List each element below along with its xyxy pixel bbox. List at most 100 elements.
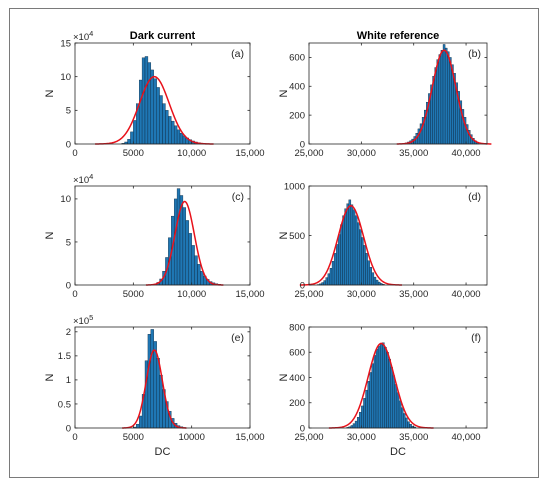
figure-frame bbox=[9, 8, 539, 478]
histogram-bar bbox=[344, 208, 347, 286]
histogram-bar bbox=[403, 413, 406, 429]
histogram-bar bbox=[392, 375, 396, 429]
histogram-bar bbox=[130, 131, 134, 145]
normal-fit-curve bbox=[95, 75, 214, 145]
histogram-bar bbox=[386, 352, 389, 429]
y-axis-label: N bbox=[278, 373, 290, 381]
histogram-bar bbox=[442, 44, 446, 145]
y-tick-label: 10 bbox=[60, 194, 71, 205]
histogram-bar bbox=[363, 398, 366, 429]
histogram-bar bbox=[382, 342, 385, 429]
histogram-bar bbox=[348, 199, 352, 286]
x-tick-label: 0 bbox=[72, 148, 77, 159]
histogram-bar bbox=[359, 229, 362, 286]
x-tick-label: 0 bbox=[72, 289, 77, 300]
histogram-bar bbox=[153, 341, 157, 429]
y-axis-label: N bbox=[278, 89, 290, 97]
x-tick-label: 15,000 bbox=[235, 432, 264, 443]
x-tick-label: 25,000 bbox=[294, 432, 323, 443]
x-tick-label: 0 bbox=[72, 432, 77, 443]
histogram-bar bbox=[375, 348, 379, 429]
y-exponent-label: ×104 bbox=[73, 29, 93, 43]
subplot-letter-label: (c) bbox=[232, 191, 244, 203]
y-tick-label: 15 bbox=[60, 38, 71, 49]
x-tick-label: 30,000 bbox=[347, 289, 376, 300]
histogram-bar bbox=[407, 421, 410, 429]
x-tick-label: 30,000 bbox=[347, 432, 376, 443]
subplot-c: 0 5000 10,000 15,000 0 5 10×104 N (c) bbox=[44, 172, 265, 300]
histogram-bar bbox=[436, 59, 440, 145]
y-tick-label: 600 bbox=[289, 53, 305, 64]
histogram-bar bbox=[409, 424, 412, 429]
y-tick-label: 0 bbox=[66, 139, 71, 150]
histogram-bar bbox=[396, 392, 400, 429]
x-tick-label: 40,000 bbox=[452, 432, 481, 443]
histogram-bar bbox=[388, 359, 391, 429]
histogram-bar bbox=[156, 87, 160, 145]
y-tick-label: 0 bbox=[300, 423, 305, 434]
y-tick-label: 0 bbox=[66, 423, 71, 434]
y-tick-label: 1.5 bbox=[58, 351, 71, 362]
histogram-bar bbox=[400, 407, 404, 429]
histogram-bar bbox=[380, 343, 383, 429]
subplot-a: 0 5000 10,000 15,000 0 5 10 15×104 N Dark current… bbox=[44, 29, 265, 159]
y-tick-label: 0.5 bbox=[58, 399, 71, 410]
histogram-bar bbox=[156, 358, 160, 429]
histogram-bar bbox=[346, 203, 349, 286]
histogram-bar bbox=[153, 78, 157, 145]
histogram-bar bbox=[367, 381, 370, 429]
histogram-bar bbox=[159, 95, 163, 145]
histogram-bar bbox=[373, 276, 377, 286]
x-tick-label: 15,000 bbox=[235, 289, 264, 300]
histogram-bar bbox=[375, 279, 379, 286]
histogram-bar bbox=[354, 420, 358, 429]
normal-fit-curve bbox=[396, 49, 492, 145]
histogram-bar bbox=[371, 272, 375, 286]
histogram-bar bbox=[150, 69, 154, 145]
subplot-f: 25,000 30,000 35,000 40,000 0 200 400 600 800 N DC… bbox=[278, 322, 488, 458]
histogram-bar bbox=[365, 253, 368, 286]
histogram-bar bbox=[138, 79, 143, 145]
x-axis-label: DC bbox=[390, 446, 406, 458]
normal-fit-curve bbox=[145, 200, 224, 286]
histogram-bar bbox=[141, 57, 146, 145]
histogram-bar bbox=[327, 273, 331, 286]
histogram-bar bbox=[363, 245, 366, 286]
y-tick-label: 2 bbox=[66, 327, 71, 338]
histogram-bar bbox=[342, 215, 345, 286]
y-exponent-label: ×104 bbox=[73, 172, 93, 186]
histogram-bar bbox=[447, 51, 450, 145]
subplot-e: 0 5000 10000 15,000 0 0.5 1 1.5 2×105 N DC (e) bbox=[44, 313, 265, 458]
normal-fit-curve bbox=[122, 349, 187, 429]
histogram-bar bbox=[354, 215, 358, 286]
histogram-bar bbox=[168, 116, 172, 145]
histogram-bar bbox=[331, 261, 335, 286]
x-tick-label: 35,000 bbox=[399, 148, 428, 159]
y-tick-label: 10 bbox=[60, 72, 71, 83]
histogram-bar bbox=[373, 355, 377, 429]
histogram-bar bbox=[173, 198, 178, 286]
histogram-bar bbox=[369, 372, 372, 429]
y-tick-label: 400 bbox=[289, 82, 305, 93]
histogram-bar bbox=[162, 103, 166, 145]
x-tick-label: 40,000 bbox=[452, 289, 481, 300]
histogram-bar bbox=[384, 347, 387, 429]
subplot-b: 25,000 30,000 35,000 40,000 0 200 400 600 N White… bbox=[278, 30, 492, 159]
x-tick-label: 15,000 bbox=[235, 148, 264, 159]
histogram-bar bbox=[325, 277, 329, 286]
normal-fit-curve bbox=[299, 205, 402, 286]
histogram-bar bbox=[336, 244, 339, 286]
histogram-bar bbox=[361, 237, 364, 286]
subplot-letter-label: (f) bbox=[471, 332, 481, 344]
histogram-bar bbox=[369, 267, 372, 286]
y-exponent-label: ×105 bbox=[73, 313, 93, 327]
histogram-bar bbox=[371, 363, 375, 429]
histogram-bar bbox=[191, 245, 195, 286]
histogram-bar bbox=[390, 367, 393, 429]
histogram-bar bbox=[165, 110, 169, 145]
x-tick-label: 10000 bbox=[178, 432, 204, 443]
histogram-bar bbox=[147, 62, 152, 145]
histogram-bar bbox=[377, 281, 381, 286]
subplot-title: Dark current bbox=[130, 30, 196, 42]
